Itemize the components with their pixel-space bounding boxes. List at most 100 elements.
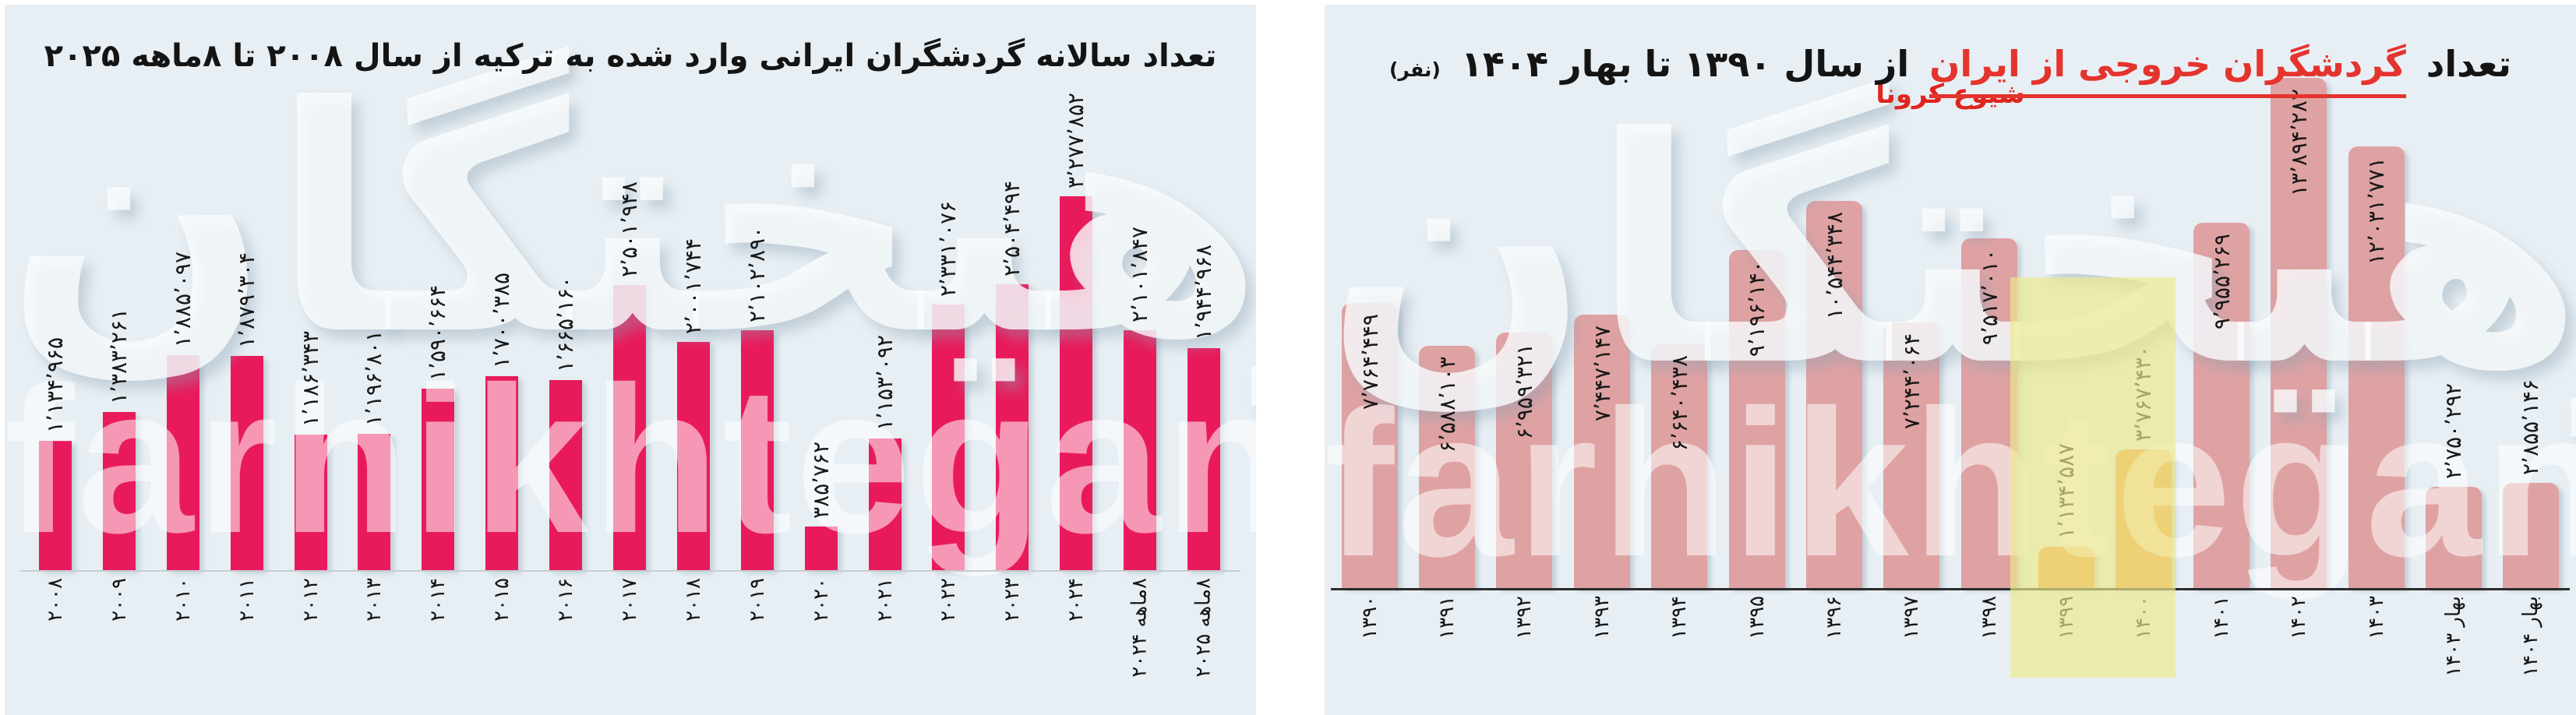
axis-tick-label: بهار ۱۴۰۳ xyxy=(2442,596,2465,677)
bar-column: ۱۲٬۰۳۱٬۷۷۱ xyxy=(2338,5,2415,588)
bar xyxy=(2503,483,2560,588)
right-title-unit: (نفر) xyxy=(1389,58,1441,81)
bar xyxy=(1496,333,1553,588)
bar-column: ۶٬۵۸۸٬۱۰۳ xyxy=(1408,5,1485,588)
bar-value-label: ۶٬۹۵۹٬۳۲۱ xyxy=(1512,343,1538,440)
bar xyxy=(2425,487,2482,588)
bar-column: ۲٬۱۰۱٬۸۴۷ xyxy=(1108,5,1172,570)
axis-tick-label: ۱۳۹۲ xyxy=(1512,596,1536,639)
axis-tick-label: ۱۳۹۷ xyxy=(1900,596,1923,639)
bar-value-label: ۲٬۱۰۲٬۸۹۰ xyxy=(743,226,770,322)
bar-value-label: ۱٬۵۹۰٬۶۶۴ xyxy=(425,284,451,381)
covid-outbreak-label: شیوع کرونا xyxy=(1876,79,2025,110)
right-chart-title: تعداد گردشگران خروجی از ایران از سال ۱۳۹… xyxy=(1325,42,2576,98)
bar-value-label: ۲٬۳۳۱٬۰۷۶ xyxy=(935,200,962,297)
bar-value-label: ۱٬۶۶۵٬۱۶۰ xyxy=(552,276,579,372)
axis-tick-label: ۱۳۹۵ xyxy=(1745,596,1769,639)
bar-value-label: ۱٬۱۵۳٬۰۹۲ xyxy=(871,334,898,431)
bar-column: ۲٬۰۰۱٬۷۴۴ xyxy=(662,5,725,570)
bar-value-label: ۱٬۹۴۴٬۹۶۸ xyxy=(1190,244,1216,340)
left-chart-axis-line xyxy=(20,570,1240,572)
axis-tick-label: ۲۰۱۹ xyxy=(746,578,769,622)
right-title-suffix: از سال ۱۳۹۰ تا بهار ۱۴۰۴ xyxy=(1460,42,1910,85)
bar-column: ۱٬۳۸۳٬۲۶۱ xyxy=(87,5,151,570)
right-chart-tick-row: ۱۳۹۰۱۳۹۱۱۳۹۲۱۳۹۳۱۳۹۴۱۳۹۵۱۳۹۶۱۳۹۷۱۳۹۸۱۳۹۹… xyxy=(1331,596,2570,715)
bar xyxy=(102,412,136,570)
right-title-highlight: گردشگران خروجی از ایران xyxy=(1929,42,2406,98)
axis-tick-label: ۲۰۱۲ xyxy=(299,578,323,622)
axis-tick-label: ۲۰۱۳ xyxy=(362,578,386,622)
bar-value-label: ۱۰٬۵۴۴٬۳۴۸ xyxy=(1821,212,1847,320)
bar-value-label: ۲٬۱۰۱٬۸۴۷ xyxy=(1127,226,1153,322)
bar xyxy=(422,389,455,570)
bar xyxy=(1060,196,1093,570)
bar-value-label: ۱٬۳۸۳٬۲۶۱ xyxy=(105,308,132,404)
bar xyxy=(868,439,902,570)
iran-outbound-panel: فرهیختگان farhikhtegan تعداد گردشگران خر… xyxy=(1325,5,2576,715)
bar-value-label: ۲٬۷۵۰٬۲۹۲ xyxy=(2440,382,2466,479)
bar-column: ۱٬۱۵۳٬۰۹۲ xyxy=(853,5,917,570)
bar xyxy=(612,285,646,570)
axis-tick-label: ۱۳۹۴ xyxy=(1667,596,1691,639)
axis-tick-label: ۲۰۲۰ xyxy=(810,578,833,622)
axis-tick-label: ۲۰۱۰ xyxy=(171,578,195,622)
bar xyxy=(676,342,710,570)
bar-value-label: ۹٬۵۱۷٬۰۱۰ xyxy=(1976,249,2003,346)
bar-value-label: ۱٬۱۸۶٬۳۴۳ xyxy=(297,330,323,427)
bar-column: ۷٬۴۴۷٬۱۴۷ xyxy=(1563,5,1640,588)
bar-column: ۲٬۵۰۴٬۴۹۴ xyxy=(980,5,1044,570)
bar-value-label: ۱٬۸۸۵٬۰۹۷ xyxy=(169,251,196,347)
bar-value-label: ۷٬۷۶۴٬۴۴۹ xyxy=(1357,314,1383,410)
axis-tick-label: ۱۴۰۱ xyxy=(2210,596,2233,639)
axis-tick-label: ۱۳۹۳ xyxy=(1590,596,1614,639)
axis-tick-label: ۲۰۰۸ xyxy=(44,578,67,622)
bar-column: ۱٬۱۹۶٬۸۰۱ xyxy=(342,5,406,570)
bar-column: ۳٬۲۷۷٬۸۵۲ xyxy=(1044,5,1108,570)
axis-tick-label: ۲۰۱۴ xyxy=(426,578,450,622)
bar-value-label: ۹٬۱۹۶٬۱۴۰ xyxy=(1744,261,1770,358)
bar-value-label: ۱٬۸۷۹٬۳۰۴ xyxy=(233,252,259,348)
bar-column: ۹٬۱۹۶٬۱۴۰ xyxy=(1718,5,1795,588)
bar-column: ۷٬۷۶۴٬۴۴۹ xyxy=(1331,5,1408,588)
axis-tick-label: ۲۰۱۸ xyxy=(682,578,705,622)
bar-column: ۱٬۱۸۶٬۳۴۳ xyxy=(279,5,343,570)
left-chart-tick-row: ۲۰۰۸ ۲۰۰۹ ۲۰۱۰ ۲۰۱۱ ۲۰۱۲ ۲۰۱۳ ۲۰۱۴ ۲۰۱۵ ۲۰۱۶ ۲۰۱۷… xyxy=(23,578,1236,715)
left-chart-plot: ۱٬۱۳۴٬۹۶۵ ۱٬۳۸۳٬۲۶۱ ۱٬۸۸۵٬۰۹۷ ۱٬۸۷۹٬۳۰۴ ۱٬۱۸… xyxy=(23,5,1236,570)
right-title-prefix: تعداد xyxy=(2426,42,2511,85)
turkey-arrivals-panel: فرهیختگان farhikhtegan تعداد سالانه گردش… xyxy=(5,5,1256,715)
bar-value-label: ۱۲٬۰۳۱٬۷۷۱ xyxy=(2363,157,2390,266)
bar-value-label: ۷٬۴۴۷٬۱۴۷ xyxy=(1589,326,1615,422)
bar xyxy=(1728,250,1785,588)
bar xyxy=(485,376,519,570)
bar-value-label: ۶٬۶۴۰٬۴۳۸ xyxy=(1667,355,1693,452)
bar-column: ۱٬۵۹۰٬۶۶۴ xyxy=(406,5,470,570)
bar xyxy=(166,355,199,570)
bar-value-label: ۹٬۹۵۵٬۲۶۹ xyxy=(2208,234,2235,330)
bar-column: ۱٬۸۷۹٬۳۰۴ xyxy=(215,5,279,570)
bar-column: ۲٬۳۳۱٬۰۷۶ xyxy=(916,5,980,570)
bar-value-label: ۲٬۸۵۵٬۱۴۶ xyxy=(2518,379,2544,475)
axis-tick-label: ۸ماهه ۲۰۲۴ xyxy=(1128,578,1152,678)
bar xyxy=(1883,322,1940,588)
right-chart-plot: ۷٬۷۶۴٬۴۴۹ ۶٬۵۸۸٬۱۰۳ ۶٬۹۵۹٬۳۲۱ ۷٬۴۴۷٬۱۴۷ ۶٬۶۴… xyxy=(1331,5,2570,588)
bar-column: ۱۳٬۸۹۴٬۲۸۲ xyxy=(2260,5,2338,588)
bar xyxy=(2193,223,2250,588)
bar-column: ۶٬۹۵۹٬۳۲۱ xyxy=(1486,5,1563,588)
bar xyxy=(1573,315,1630,588)
bar-value-label: ۱٬۷۰۰٬۳۸۵ xyxy=(489,272,515,368)
bar-column: ۲٬۷۵۰٬۲۹۲ xyxy=(2415,5,2492,588)
bar-column: ۱۰٬۵۴۴٬۳۴۸ xyxy=(1795,5,1872,588)
bar xyxy=(932,305,965,570)
axis-tick-label: ۲۰۱۵ xyxy=(490,578,513,622)
bar-column: ۱٬۹۴۴٬۹۶۸ xyxy=(1172,5,1236,570)
bar-value-label: ۶٬۵۸۸٬۱۰۳ xyxy=(1434,357,1461,453)
axis-tick-label: ۲۰۲۱ xyxy=(873,578,897,622)
bar xyxy=(1419,346,1476,588)
bar xyxy=(1341,303,1398,588)
bar-column: ۶٬۶۴۰٬۴۳۸ xyxy=(1641,5,1718,588)
bar xyxy=(2271,78,2327,588)
axis-tick-label: ۱۴۰۲ xyxy=(2287,596,2310,639)
bar-column: ۱٬۸۸۵٬۰۹۷ xyxy=(151,5,215,570)
bar-column: ۹٬۹۵۵٬۲۶۹ xyxy=(2183,5,2260,588)
